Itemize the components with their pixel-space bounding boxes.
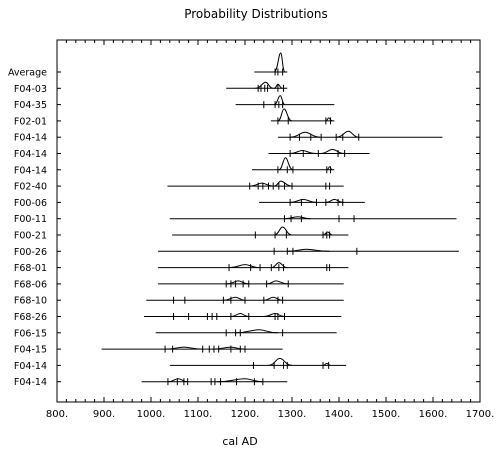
x-tick-label: 800. [46,409,68,420]
distribution-row: F04-14 [14,130,480,144]
probability-curve [325,117,333,122]
probability-curve [167,378,188,383]
distribution-row: F02-40 [14,180,480,193]
row-label: F04-14 [14,149,47,160]
distribution-row: F04-35 [14,95,480,111]
probability-curve [235,329,278,334]
row-label: F68-26 [14,312,47,323]
row-label: F68-01 [14,263,47,274]
row-label: Average [8,68,47,79]
probability-curve [212,346,246,350]
distribution-row: F04-14 [14,377,480,388]
probability-curve [320,148,345,154]
distribution-row: F68-10 [14,296,480,307]
probability-curve [255,81,274,89]
distribution-row: F00-21 [14,226,480,242]
distribution-row: F68-06 [14,279,480,290]
probability-curve [287,248,330,252]
probability-curve [249,182,274,187]
distribution-row: F00-11 [14,214,480,225]
distribution-row: Average [8,52,480,79]
row-label: F04-03 [14,84,47,95]
probability-curve [325,198,344,203]
probability-curve [223,296,246,301]
row-label: F68-10 [14,296,47,307]
x-tick-label: 1000. [137,409,166,420]
row-label: F04-15 [14,345,47,356]
probability-curve [165,346,203,350]
x-tick-label: 1700. [466,409,495,420]
probability-curve [322,231,333,236]
x-tick-label: 1600. [419,409,448,420]
probability-curve [273,52,286,73]
chart-title: Probability Distributions [184,7,328,21]
row-label: F00-26 [14,247,47,258]
distribution-row: F68-26 [14,312,480,323]
probability-curve [290,149,316,154]
distribution-row: F06-15 [14,328,480,339]
distribution-row: F04-15 [14,345,480,356]
probability-curve [322,362,331,366]
distribution-row: F02-01 [14,108,480,127]
row-label: F04-35 [14,100,47,111]
probability-curve [266,280,289,285]
x-axis: 800. 900. 1000. 1100. 1200. 1300. 1400. 1500. 16… [46,40,494,420]
probability-curve [263,296,283,301]
row-label: F68-06 [14,279,47,290]
probability-curve [271,262,288,269]
x-tick-label: 1100. [184,409,213,420]
probability-curve [268,357,293,366]
probability-curve [278,157,294,171]
probability-curve [273,95,286,106]
row-label: F00-06 [14,198,47,209]
probability-curve [290,131,321,138]
probability-curve [326,166,333,171]
probability-curve [229,264,261,269]
probability-curve [274,83,283,89]
distribution-row: F04-14 [14,157,480,176]
distribution-row: F68-01 [14,262,480,274]
row-label: F00-11 [14,214,47,225]
distribution-row: F04-03 [14,81,480,95]
probability-curve [263,312,285,317]
x-axis-label: cal AD [222,435,257,448]
x-tick-label: 1400. [325,409,354,420]
distribution-row: F00-26 [14,247,480,258]
probability-curve [336,130,359,138]
row-label: F06-15 [14,328,47,339]
distribution-row: F04-14 [14,148,480,160]
x-tick-label: 900. [93,409,115,420]
distribution-row: F00-06 [14,198,480,209]
row-label: F04-14 [14,165,47,176]
x-tick-label: 1300. [278,409,307,420]
x-tick-label: 1200. [231,409,260,420]
probability-curve [284,216,311,220]
row-label: F04-14 [14,361,47,372]
row-label: F02-01 [14,116,47,127]
distribution-row: F04-14 [14,357,480,372]
probability-curve [226,280,249,285]
probability-curve [230,312,249,317]
probability-curve [277,108,293,122]
row-label: F02-40 [14,182,47,193]
probability-curve [290,198,317,203]
rows-layer: Average F04-03 F04-35 F02-01 F04-14 F04-14 F04… [8,52,480,388]
row-label: F04-14 [14,377,47,388]
probability-curve [216,378,263,383]
x-tick-label: 1500. [372,409,401,420]
plot-frame [56,39,481,403]
probability-curve [274,226,293,236]
row-label: F00-21 [14,231,47,242]
probability-curve [274,180,293,187]
row-label: F04-14 [14,133,47,144]
